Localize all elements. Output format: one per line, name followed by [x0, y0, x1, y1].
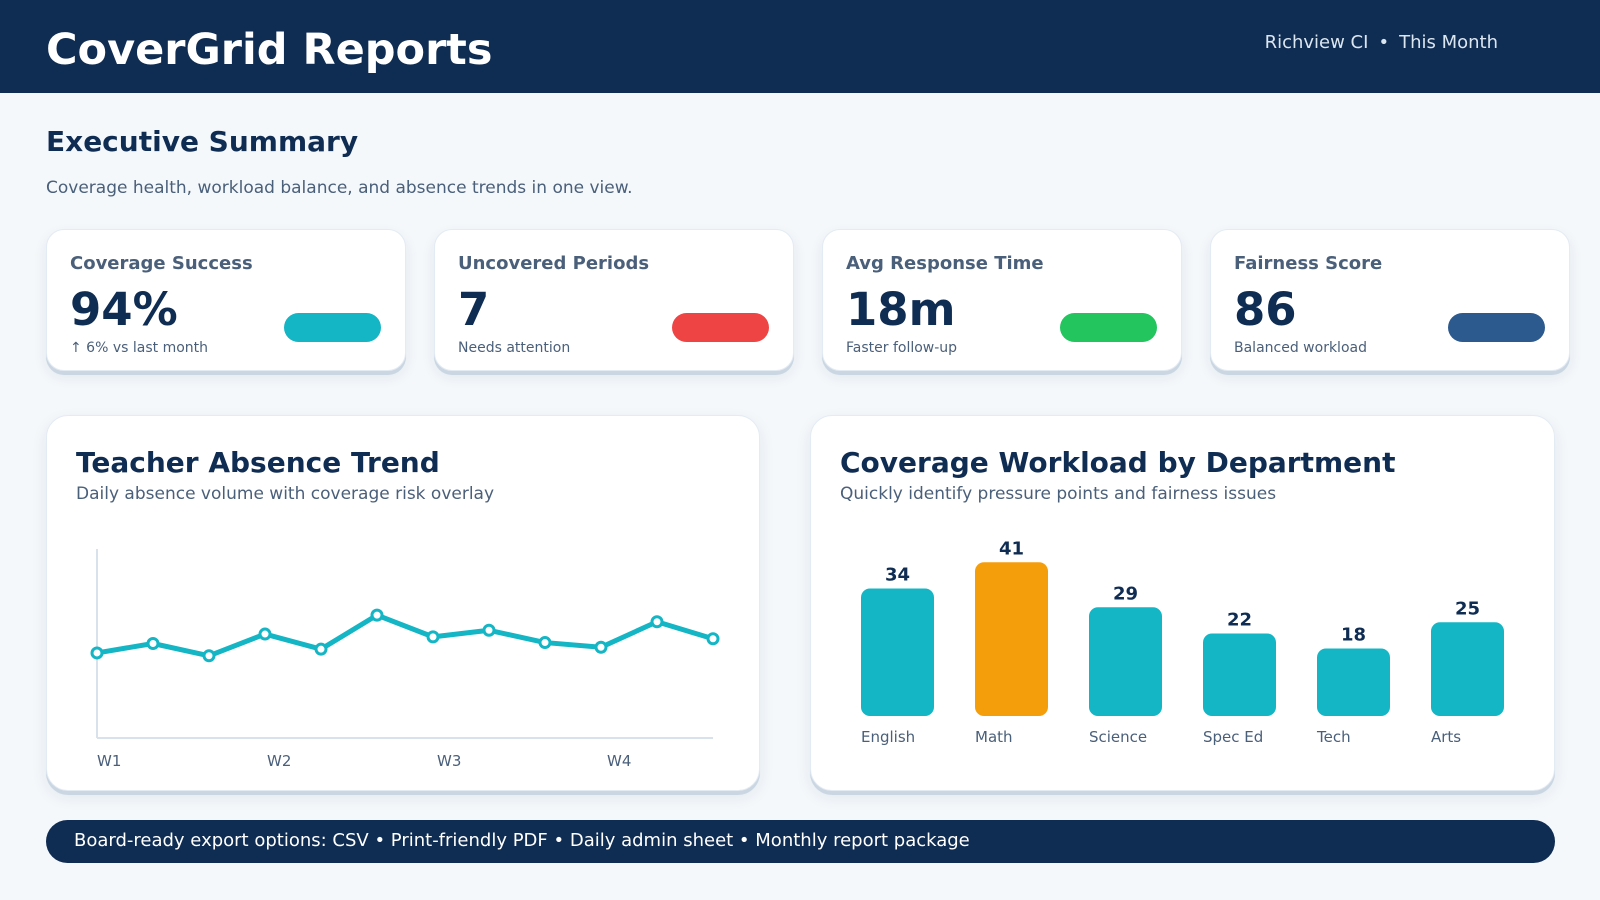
- department-bar[interactable]: [1089, 607, 1162, 716]
- absence-line-chart: W1 W2 W3 W4: [90, 549, 720, 770]
- period-selector[interactable]: This Month: [1399, 32, 1498, 53]
- department-bar[interactable]: [975, 562, 1048, 716]
- kpi-value: 86: [1234, 283, 1297, 336]
- kpi-value: 94%: [70, 283, 178, 336]
- bar-value-label: 22: [1227, 610, 1252, 631]
- report-context: Richview CI • This Month: [1265, 31, 1498, 55]
- kpi-label: Uncovered Periods: [458, 253, 650, 274]
- absence-data-point[interactable]: [538, 636, 552, 650]
- department-bar[interactable]: [861, 588, 934, 717]
- absence-data-point[interactable]: [426, 630, 440, 644]
- kpi-status-pill: [284, 313, 381, 342]
- kpi-note: ↑ 6% vs last month: [70, 340, 209, 356]
- absence-data-point[interactable]: [314, 642, 328, 656]
- department-bar-chart: 34 English 41 Math 29 Science 22 Spec Ed 18 Tech 2…: [861, 538, 1504, 746]
- absence-data-point[interactable]: [370, 608, 384, 622]
- department-bar[interactable]: [1431, 622, 1504, 716]
- absence-data-point[interactable]: [650, 615, 664, 629]
- top-bar: CoverGrid Reports Richview CI • This Month: [0, 0, 1600, 93]
- kpi-label: Fairness Score: [1234, 253, 1383, 274]
- panel-subtitle: Daily absence volume with coverage risk …: [76, 484, 495, 504]
- page-title: Executive Summary: [46, 125, 359, 158]
- kpi-status-pill: [1060, 313, 1157, 342]
- absence-data-point[interactable]: [146, 637, 160, 650]
- school-selector[interactable]: Richview CI: [1264, 32, 1369, 53]
- kpi-label: Avg Response Time: [846, 253, 1044, 274]
- absence-data-point[interactable]: [482, 623, 496, 637]
- bar-value-label: 18: [1341, 625, 1366, 646]
- kpi-status-pill: [1448, 313, 1545, 342]
- kpi-card-avg-response-time[interactable]: Avg Response Time 18m Faster follow-up: [822, 229, 1182, 371]
- context-separator: •: [1378, 32, 1390, 53]
- kpi-note: Faster follow-up: [846, 340, 958, 356]
- kpi-label: Coverage Success: [70, 253, 253, 274]
- export-options-text: Board-ready export options: CSV • Print-…: [74, 830, 970, 851]
- absence-data-point[interactable]: [90, 646, 104, 660]
- kpi-note: Balanced workload: [1234, 340, 1367, 356]
- bar-category-label: Arts: [1431, 728, 1461, 746]
- bar-value-label: 29: [1113, 583, 1138, 604]
- panel-subtitle: Quickly identify pressure points and fai…: [840, 484, 1277, 504]
- kpi-card-uncovered-periods[interactable]: Uncovered Periods 7 Needs attention: [434, 229, 794, 371]
- absence-trend-panel: Teacher Absence Trend Daily absence volu…: [46, 415, 760, 791]
- kpi-status-pill: [672, 313, 769, 342]
- export-options-banner: Board-ready export options: CSV • Print-…: [46, 820, 1555, 863]
- department-bar[interactable]: [1317, 648, 1390, 717]
- bar-value-label: 41: [999, 538, 1024, 559]
- bar-value-label: 25: [1455, 598, 1480, 619]
- panel-title: Teacher Absence Trend: [76, 446, 440, 479]
- department-workload-panel: Coverage Workload by Department Quickly …: [810, 415, 1555, 791]
- kpi-value: 7: [458, 283, 490, 336]
- bar-category-label: Spec Ed: [1203, 728, 1263, 746]
- x-tick-label: W4: [607, 752, 631, 770]
- absence-data-point[interactable]: [706, 632, 720, 646]
- absence-series-line: [94, 612, 716, 659]
- x-tick-label: W1: [97, 752, 121, 770]
- bar-category-label: Tech: [1316, 728, 1351, 746]
- kpi-note: Needs attention: [458, 340, 571, 356]
- x-tick-label: W2: [267, 752, 291, 770]
- absence-data-point[interactable]: [258, 627, 272, 641]
- bar-category-label: Science: [1089, 728, 1147, 746]
- app-title: CoverGrid Reports: [46, 25, 493, 75]
- department-bar[interactable]: [1203, 633, 1276, 717]
- bar-category-label: English: [861, 728, 915, 746]
- bar-value-label: 34: [885, 565, 910, 586]
- page-subtitle: Coverage health, workload balance, and a…: [46, 178, 633, 198]
- x-tick-label: W3: [437, 752, 461, 770]
- absence-data-point[interactable]: [594, 640, 608, 654]
- kpi-card-coverage-success[interactable]: Coverage Success 94% ↑ 6% vs last month: [46, 229, 406, 371]
- kpi-card-fairness-score[interactable]: Fairness Score 86 Balanced workload: [1210, 229, 1570, 371]
- panel-title: Coverage Workload by Department: [840, 446, 1396, 479]
- kpi-value: 18m: [846, 283, 956, 336]
- bar-category-label: Math: [975, 728, 1013, 746]
- absence-data-point[interactable]: [202, 649, 216, 663]
